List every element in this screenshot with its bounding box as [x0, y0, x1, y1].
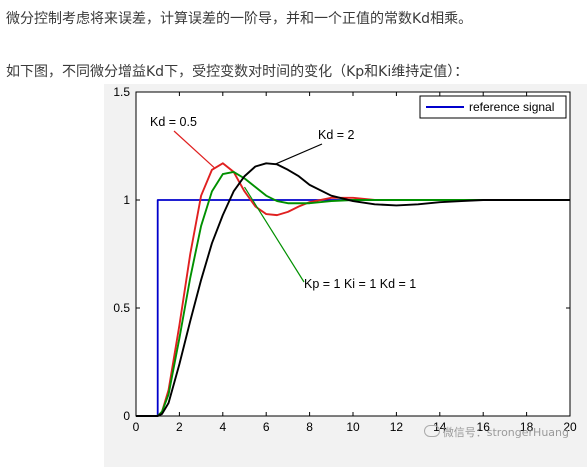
wechat-icon — [423, 425, 440, 437]
paragraph-figure-intro: 如下图，不同微分增益Kd下，受控变数对时间的变化（Kp和Ki维持定值）： — [6, 64, 469, 80]
x-tick-label: 10 — [346, 420, 360, 434]
series-line-kd-2 — [136, 162, 570, 417]
series-line-kd-1 — [136, 170, 570, 417]
annotation-leader-kd-0-5 — [173, 130, 215, 169]
x-tick-label: 18 — [520, 420, 534, 434]
y-tick-label: 0 — [123, 409, 130, 423]
y-tick-label: 1 — [123, 193, 130, 207]
legend-box — [419, 95, 567, 119]
annotation-kp-1-ki-1-kd-1: Kp = 1 Ki = 1 Kd = 1 — [304, 277, 416, 291]
chart-legend: reference signal — [419, 95, 567, 119]
watermark: 微信号：strongerHuang — [423, 424, 569, 440]
annotation-kd-2: Kd = 2 — [318, 128, 355, 142]
annotation-kd-0-5: Kd = 0.5 — [150, 115, 197, 129]
y-tick-label: 0.5 — [113, 301, 130, 315]
x-tick-label: 6 — [263, 420, 270, 434]
figure-panel: 0 2 4 6 8 10 12 14 16 18 20 0 0.5 1 1.5 Kd = 0.5 Kd = 2… — [104, 84, 587, 467]
x-tick-label: 8 — [306, 420, 313, 434]
annotation-leader-kd-2 — [274, 143, 323, 165]
x-tick-label: 0 — [133, 420, 140, 434]
legend-label-reference-signal: reference signal — [469, 100, 554, 114]
annotation-leader-kp-1-ki-1-kd-1 — [243, 186, 305, 283]
watermark-text: 微信号：strongerHuang — [442, 426, 569, 439]
paragraph-derivative-intro: 微分控制考虑将来误差，计算误差的一阶导，并和一个正值的常数Kd相乘。 — [6, 11, 473, 27]
x-tick-label: 16 — [477, 420, 491, 434]
y-tick-label: 1.5 — [113, 85, 130, 99]
x-tick-label: 20 — [563, 420, 577, 434]
x-tick-label: 2 — [176, 420, 183, 434]
x-tick-label: 12 — [390, 420, 404, 434]
x-tick-label: 4 — [219, 420, 226, 434]
